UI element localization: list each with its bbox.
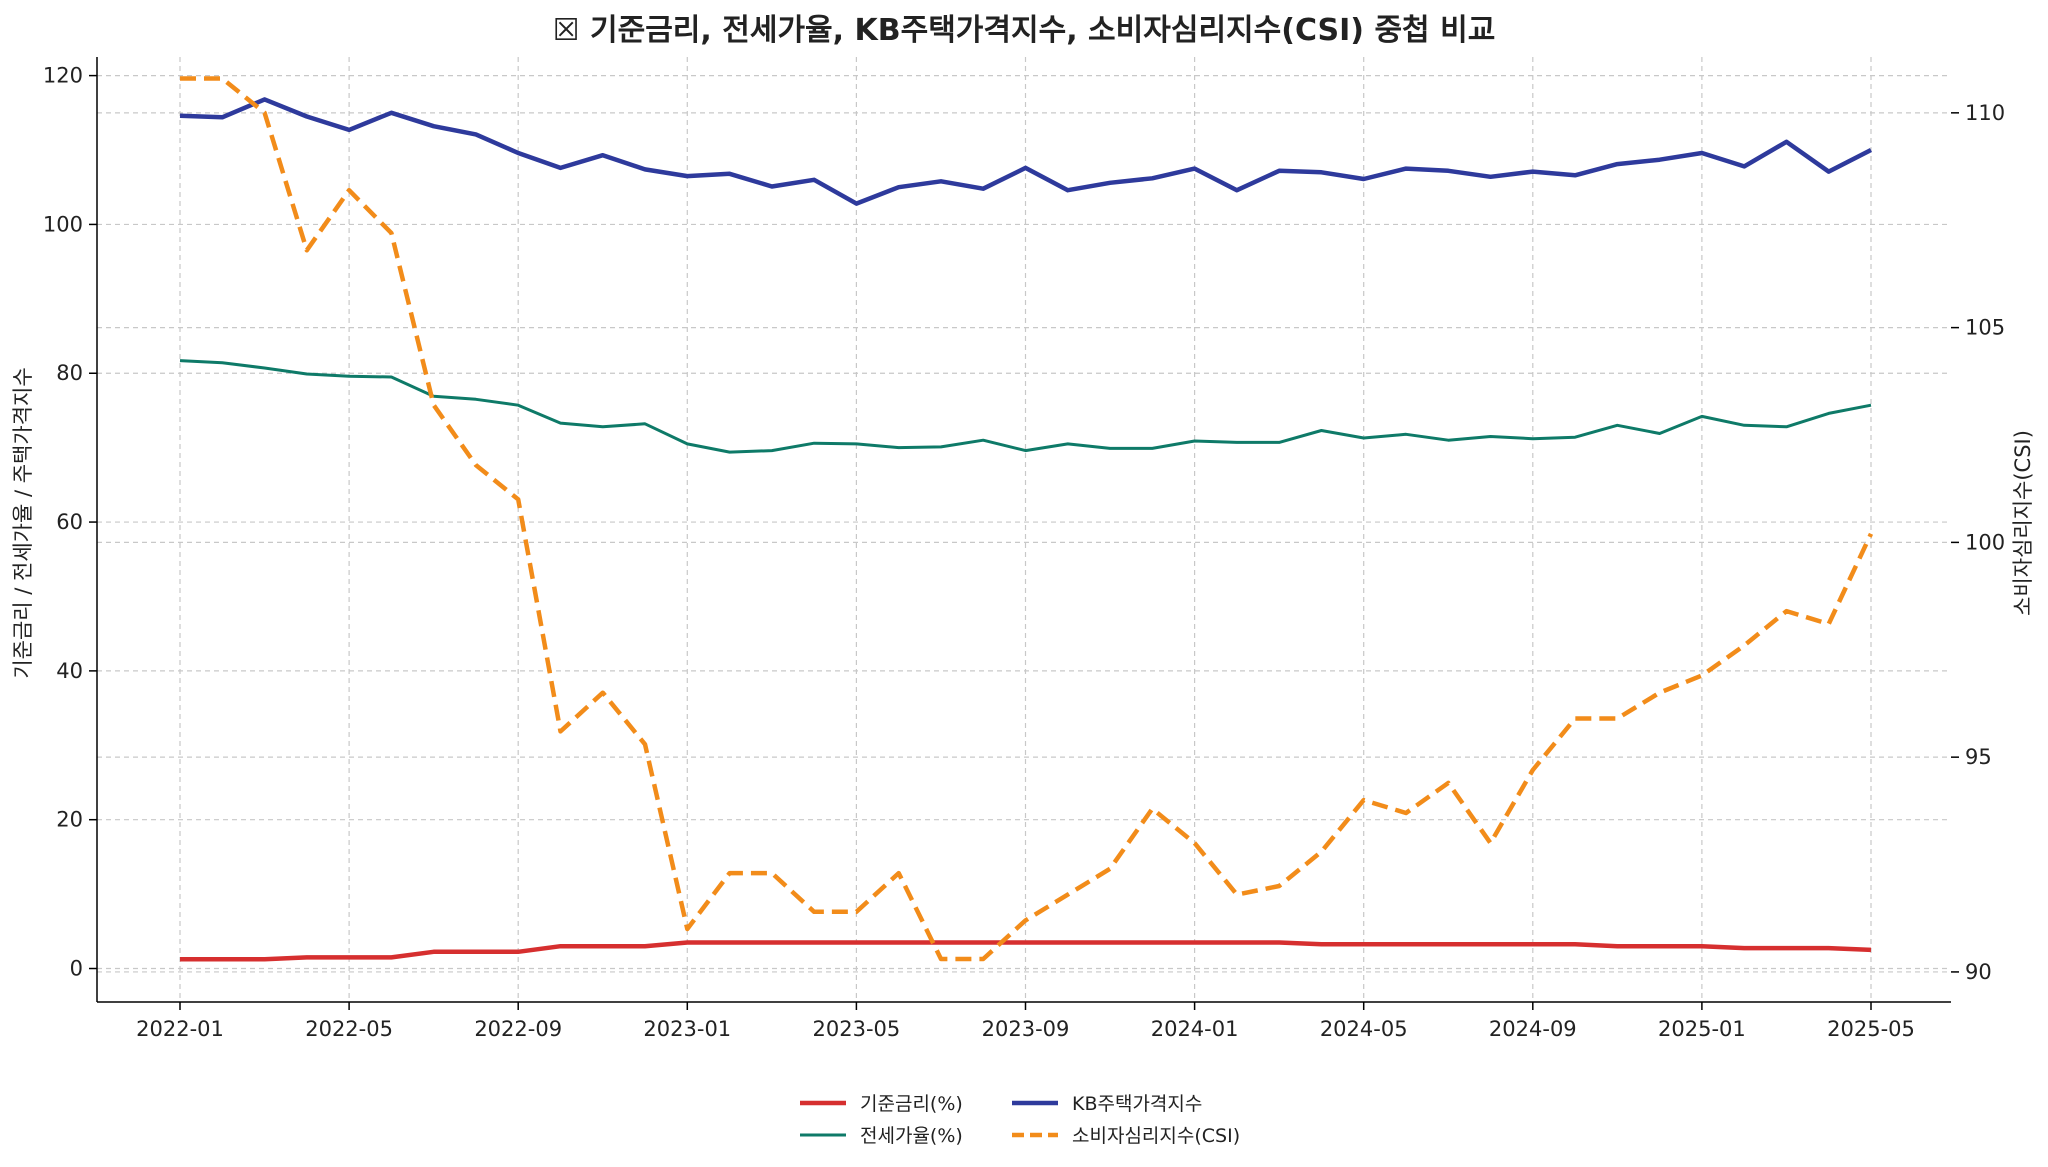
y-right-tick-label: 105 (1965, 316, 2005, 340)
y-left-tick-label: 40 (56, 659, 83, 683)
x-tick-label: 2024-05 (1320, 1017, 1408, 1041)
grid-layer (97, 57, 1951, 1002)
y-left-tick-label: 20 (56, 808, 83, 832)
x-tick-label: 2023-01 (643, 1017, 731, 1041)
y-right-tick-label: 90 (1965, 960, 1992, 984)
axes-layer: 2022-01 2022-05 2022-09 2023-01 2023-05 2023-… (43, 57, 2005, 1041)
y-axis-right-label: 소비자심리지수(CSI) (2011, 430, 2035, 616)
x-tick-label: 2022-01 (136, 1017, 224, 1041)
series-line-1 (180, 940, 1872, 962)
y-right-tick-label: 110 (1965, 101, 2005, 125)
series-line-3 (179, 97, 1873, 206)
y-right-tick-label: 100 (1965, 530, 2005, 554)
y-left-tick-label: 0 (70, 957, 83, 981)
x-tick-label: 2022-09 (474, 1017, 562, 1041)
series-layer (179, 76, 1874, 962)
legend-label-4: 소비자심리지수(CSI) (1072, 1125, 1240, 1147)
y-left-tick-label: 120 (43, 64, 83, 88)
legend-label-1: 기준금리(%) (860, 1093, 963, 1115)
y-left-tick-label: 80 (56, 361, 83, 385)
series-line-4 (180, 76, 1874, 962)
x-tick-label: 2023-05 (813, 1017, 901, 1041)
x-tick-label: 2022-05 (305, 1017, 393, 1041)
x-tick-label: 2024-01 (1151, 1017, 1239, 1041)
x-tick-label: 2025-05 (1827, 1017, 1915, 1041)
y-right-tick-label: 95 (1965, 745, 1992, 769)
x-tick-label: 2023-09 (982, 1017, 1070, 1041)
legend-label-2: 전세가율(%) (860, 1125, 963, 1147)
x-tick-label: 2024-09 (1489, 1017, 1577, 1041)
y-left-tick-label: 100 (43, 212, 83, 236)
chart-title: ☒ 기준금리, 전세가율, KB주택가격지수, 소비자심리지수(CSI) 중첩 … (553, 13, 1496, 48)
legend-label-3: KB주택가격지수 (1072, 1093, 1202, 1115)
y-axis-left-label: 기준금리 / 전세가율 / 주택가격지수 (11, 367, 35, 678)
series-line-2 (179, 359, 1872, 454)
y-left-tick-label: 60 (56, 510, 83, 534)
x-tick-label: 2025-01 (1658, 1017, 1746, 1041)
